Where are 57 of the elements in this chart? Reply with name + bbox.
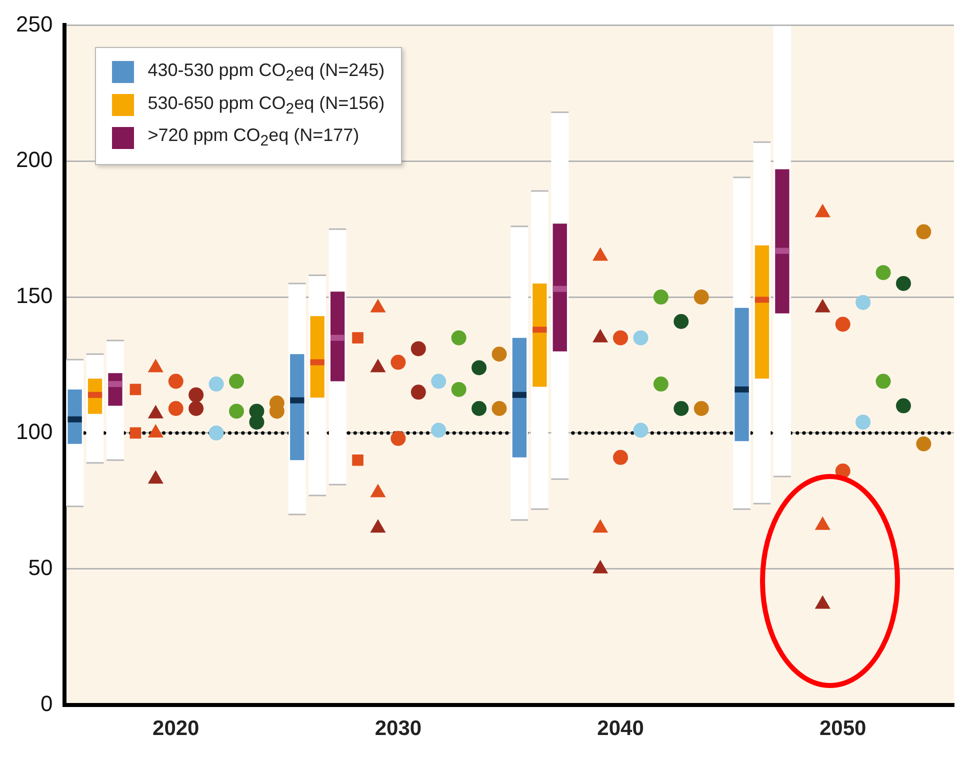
- point: [168, 400, 184, 416]
- point: [410, 341, 426, 356]
- point: [492, 400, 507, 416]
- point: [896, 276, 911, 291]
- point: [229, 374, 244, 389]
- y-tick-label: 200: [16, 147, 53, 172]
- point: [168, 374, 184, 389]
- point: [633, 422, 648, 438]
- y-tick-label: 250: [16, 11, 53, 36]
- point: [653, 290, 668, 305]
- x-tick-label: 2020: [152, 717, 200, 740]
- point: [451, 382, 466, 397]
- point: [653, 376, 668, 392]
- point: [492, 346, 507, 362]
- point: [613, 450, 628, 465]
- point: [390, 430, 406, 446]
- point: [352, 454, 364, 466]
- point: [390, 354, 406, 370]
- legend-label: >720 ppm CO$_{2}$eq (N=177): [148, 125, 360, 150]
- point: [130, 427, 142, 439]
- point: [916, 224, 932, 240]
- point: [633, 330, 648, 346]
- point: [188, 387, 204, 402]
- legend-label: 430-530 ppm CO$_{2}$eq (N=245): [148, 60, 385, 85]
- point: [876, 374, 891, 389]
- point: [876, 265, 891, 280]
- point: [472, 360, 487, 376]
- point: [835, 316, 850, 332]
- y-tick-label: 150: [16, 283, 53, 308]
- x-tick-label: 2050: [819, 717, 866, 740]
- point: [694, 290, 709, 305]
- legend-label: 530-650 ppm CO$_{2}$eq (N=156): [148, 92, 385, 118]
- point: [208, 425, 224, 440]
- point: [431, 422, 446, 438]
- point: [431, 374, 446, 389]
- point: [472, 400, 487, 416]
- point: [674, 314, 689, 330]
- point: [674, 400, 689, 416]
- x-tick-label: 2040: [597, 717, 644, 740]
- point: [856, 414, 871, 430]
- point: [352, 332, 364, 344]
- point: [188, 400, 204, 416]
- point: [410, 384, 426, 400]
- point: [896, 398, 911, 414]
- y-tick-label: 100: [16, 419, 53, 444]
- y-tick-label: 50: [28, 554, 53, 580]
- point: [451, 330, 466, 346]
- point: [694, 400, 709, 416]
- point: [856, 294, 871, 310]
- x-tick-label: 2030: [374, 717, 422, 740]
- point: [916, 436, 932, 452]
- point: [130, 384, 142, 396]
- point: [249, 404, 264, 419]
- point: [208, 376, 224, 392]
- y-tick-label: 0: [40, 690, 53, 716]
- point: [229, 404, 244, 419]
- point: [613, 330, 628, 346]
